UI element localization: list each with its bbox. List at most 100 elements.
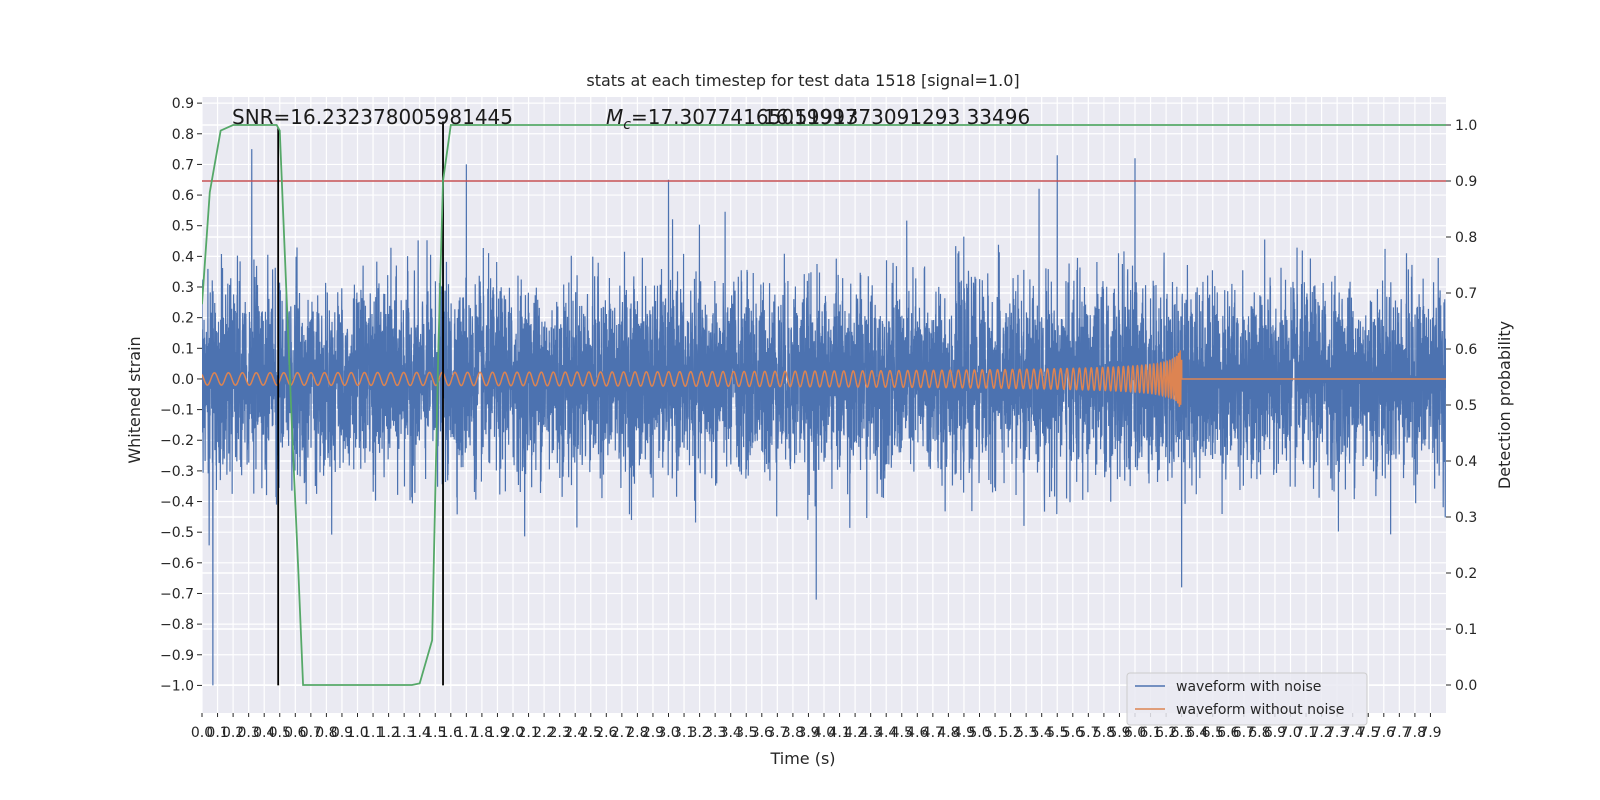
x-tick-label: 3.5 <box>735 725 757 741</box>
x-tick-label: 0.4 <box>253 725 275 741</box>
x-tick-label: 4.8 <box>937 725 959 741</box>
x-tick-label: 4.5 <box>891 725 913 741</box>
chirp-mass-value: =17.30774165019997 <box>631 105 858 129</box>
x-tick-label: 5.9 <box>1108 725 1130 741</box>
x-tick-label: 1.5 <box>424 725 446 741</box>
x-axis-ticks: 0.00.10.20.30.40.50.60.70.80.91.01.11.21… <box>191 713 1442 741</box>
y-tick-label: 0.4 <box>172 249 194 265</box>
x-tick-label: 4.4 <box>875 725 897 741</box>
x-tick-label: 4.9 <box>953 725 975 741</box>
x-tick-label: 7.3 <box>1326 725 1348 741</box>
series-waveform-without-noise <box>202 349 1446 407</box>
y2-tick-label: 0.5 <box>1455 398 1477 414</box>
x-tick-label: 1.3 <box>393 725 415 741</box>
x-tick-label: 1.2 <box>377 725 399 741</box>
x-tick-label: 7.5 <box>1357 725 1379 741</box>
snr-annotation: SNR=16.232378005981445 <box>232 105 513 129</box>
x-tick-label: 3.9 <box>797 725 819 741</box>
series-detection-probability <box>202 124 1446 686</box>
x-tick-label: 3.8 <box>782 725 804 741</box>
x-tick-label: 3.7 <box>766 725 788 741</box>
y2-tick-label: 0.4 <box>1455 454 1477 470</box>
x-tick-label: 7.9 <box>1419 725 1441 741</box>
y-axis-label: Whitened strain <box>125 336 144 463</box>
chirp-mass-subscript: c <box>623 117 631 133</box>
x-tick-label: 7.0 <box>1279 725 1301 741</box>
y-tick-label: −0.3 <box>160 464 194 480</box>
x-tick-label: 4.6 <box>906 725 928 741</box>
x-tick-label: 5.5 <box>1046 725 1068 741</box>
x-tick-label: 2.0 <box>502 725 524 741</box>
x-tick-label: 7.7 <box>1388 725 1410 741</box>
x-tick-label: 3.3 <box>704 725 726 741</box>
x-tick-label: 0.1 <box>206 725 228 741</box>
y-tick-label: 0.2 <box>172 311 194 327</box>
x-tick-label: 0.6 <box>284 725 306 741</box>
legend-label-clean: waveform without noise <box>1176 702 1344 718</box>
x-tick-label: 0.0 <box>191 725 213 741</box>
x-tick-label: 4.7 <box>922 725 944 741</box>
x-tick-label: 1.8 <box>471 725 493 741</box>
legend-frame <box>1126 672 1368 726</box>
y-tick-label: −0.2 <box>160 433 194 449</box>
x-tick-label: 6.1 <box>1139 725 1161 741</box>
y-tick-label: −0.9 <box>160 648 194 664</box>
x-tick-label: 2.4 <box>564 725 586 741</box>
x-tick-label: 4.2 <box>844 725 866 741</box>
y-tick-label: 0.6 <box>172 188 194 204</box>
legend: waveform with noise waveform without noi… <box>1126 672 1368 726</box>
x-tick-label: 1.4 <box>409 725 431 741</box>
y-tick-label: 0.8 <box>172 127 194 143</box>
x-tick-label: 4.1 <box>828 725 850 741</box>
x-tick-label: 3.1 <box>673 725 695 741</box>
x-tick-label: 2.5 <box>580 725 602 741</box>
y-tick-label: −0.6 <box>160 556 194 572</box>
x-tick-label: 6.7 <box>1233 725 1255 741</box>
marker-layer <box>202 121 1446 686</box>
x-tick-label: 5.3 <box>1015 725 1037 741</box>
x-tick-label: 0.8 <box>315 725 337 741</box>
x-tick-label: 3.2 <box>688 725 710 741</box>
y-tick-label: −0.1 <box>160 403 194 419</box>
y-tick-label: 0.3 <box>172 280 194 296</box>
x-tick-label: 1.6 <box>440 725 462 741</box>
x-tick-label: 5.4 <box>1031 725 1053 741</box>
x-tick-label: 7.2 <box>1310 725 1332 741</box>
x-tick-label: 5.7 <box>1077 725 1099 741</box>
x-tick-label: 1.1 <box>362 725 384 741</box>
x-tick-label: 6.8 <box>1248 725 1270 741</box>
chirp-mass-symbol: M <box>606 105 623 129</box>
x-tick-label: 0.5 <box>269 725 291 741</box>
x-tick-label: 1.9 <box>486 725 508 741</box>
x-tick-label: 0.9 <box>331 725 353 741</box>
x-tick-label: 6.0 <box>1124 725 1146 741</box>
y2-tick-label: 0.6 <box>1455 342 1477 358</box>
x-tick-label: 4.3 <box>860 725 882 741</box>
x-tick-label: 7.4 <box>1342 725 1364 741</box>
y-tick-label: −0.8 <box>160 617 194 633</box>
overlap-annotation: 16.5191373091293 33496 <box>763 105 1030 129</box>
right-y-axis-ticks: 1.0 0.9 0.8 0.7 0.6 0.5 0.4 0.3 0.2 0.1 0.0 <box>1446 118 1477 694</box>
y2-tick-label: 1.0 <box>1455 118 1477 134</box>
chart-title: stats at each timestep for test data 151… <box>586 71 1019 90</box>
x-tick-label: 6.3 <box>1171 725 1193 741</box>
y2-tick-label: 0.2 <box>1455 566 1477 582</box>
left-y-axis-ticks: 0.9 0.8 0.7 0.6 0.5 0.4 0.3 0.2 0.1 0.0 −0.1 −0.2 −0… <box>160 96 202 694</box>
y-tick-label: 0.7 <box>172 157 194 173</box>
x-tick-label: 6.2 <box>1155 725 1177 741</box>
x-tick-label: 0.7 <box>300 725 322 741</box>
series-layer <box>202 149 1446 686</box>
x-tick-label: 5.1 <box>984 725 1006 741</box>
x-tick-label: 5.8 <box>1093 725 1115 741</box>
x-tick-label: 3.6 <box>751 725 773 741</box>
x-axis-label: Time (s) <box>769 749 835 768</box>
x-tick-label: 5.6 <box>1062 725 1084 741</box>
x-tick-label: 2.9 <box>642 725 664 741</box>
y2-tick-label: 0.3 <box>1455 510 1477 526</box>
y-tick-label: −0.4 <box>160 495 194 511</box>
x-tick-label: 0.3 <box>238 725 260 741</box>
x-tick-label: 5.0 <box>968 725 990 741</box>
y-tick-label: 0.9 <box>172 96 194 112</box>
x-tick-label: 0.2 <box>222 725 244 741</box>
